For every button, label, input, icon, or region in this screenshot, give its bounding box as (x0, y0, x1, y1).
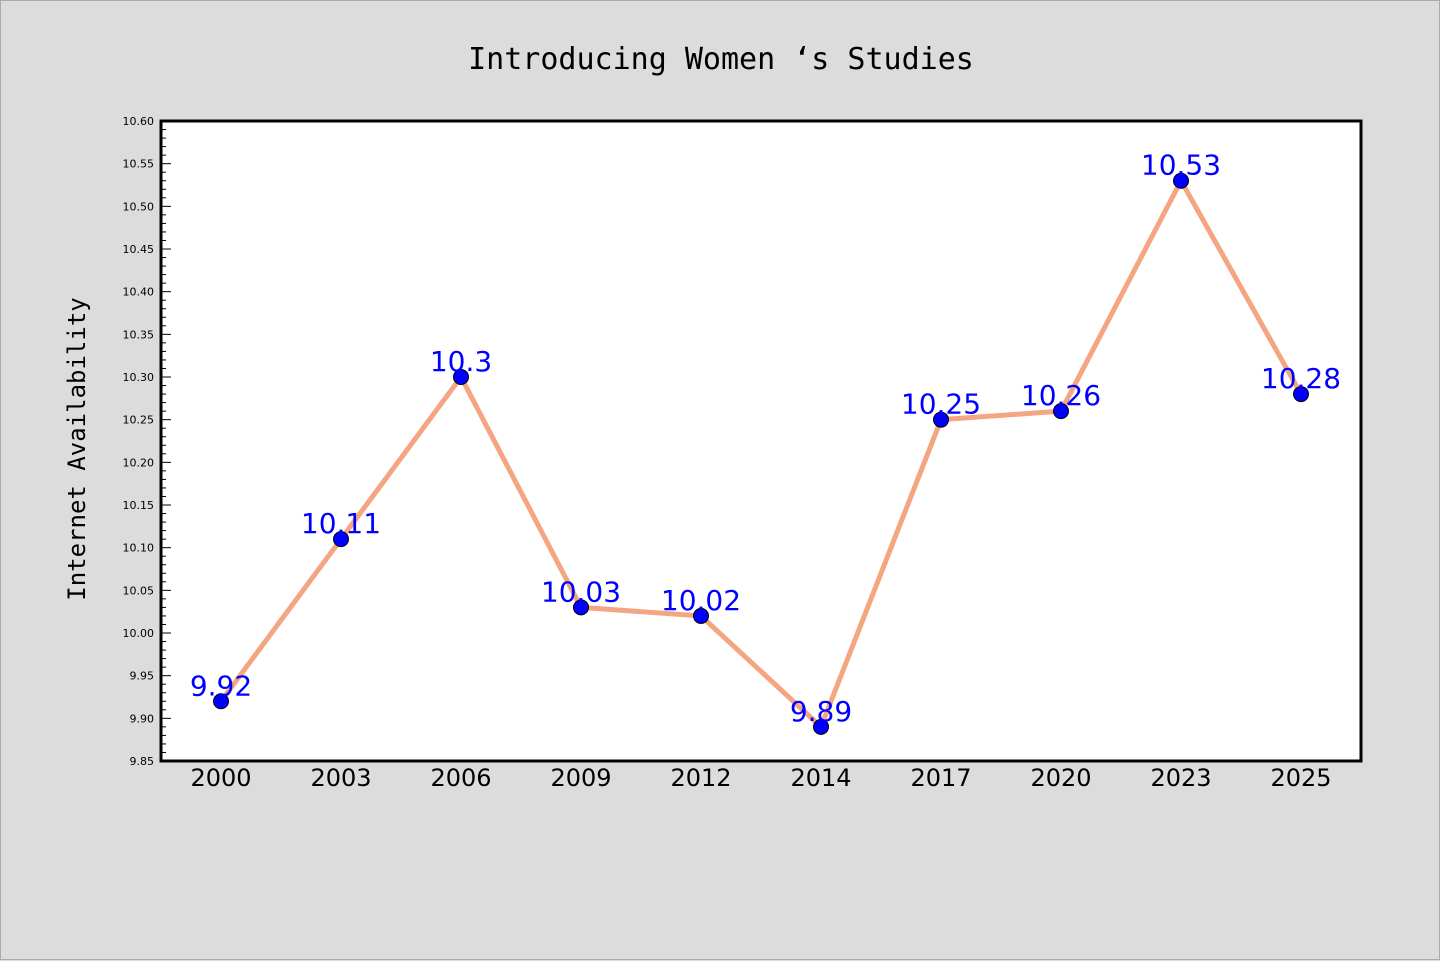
x-tick-label: 2009 (550, 764, 611, 792)
x-tick-label: 2012 (670, 764, 731, 792)
x-tick-label: 2017 (910, 764, 971, 792)
y-tick-label: 10.10 (123, 542, 155, 555)
data-label: 10.02 (661, 584, 741, 617)
x-tick-label: 2023 (1150, 764, 1211, 792)
data-point (693, 607, 709, 624)
y-tick-label: 10.15 (123, 499, 155, 512)
y-axis-label: Internet Availability (63, 297, 91, 600)
data-point (213, 693, 229, 710)
data-point (453, 369, 469, 385)
y-tick-label: 10.45 (123, 243, 155, 256)
y-tick-label: 10.30 (123, 371, 155, 384)
series-line (218, 178, 1304, 730)
data-label: 10.28 (1261, 362, 1341, 395)
chart-title: Introducing Women ‘s Studies (468, 42, 974, 77)
y-tick-label: 10.00 (123, 627, 155, 640)
y-tick-label: 10.25 (123, 414, 155, 427)
y-tick-label: 10.60 (123, 115, 155, 128)
y-tick-label: 10.35 (123, 328, 155, 341)
data-label: 9.89 (790, 695, 852, 728)
y-tick-label: 10.05 (123, 584, 155, 597)
x-tick-label: 2025 (1270, 764, 1331, 792)
data-label: 10.26 (1021, 379, 1101, 412)
y-tick-label: 9.90 (130, 712, 155, 725)
series-layer (213, 172, 1309, 735)
y-tick-label: 10.20 (123, 456, 155, 469)
data-label: 10.11 (301, 507, 381, 540)
data-point (1293, 386, 1309, 403)
y-tick-label: 10.50 (123, 200, 155, 213)
plot-frame (159, 119, 1363, 763)
x-tick-label: 2014 (790, 764, 851, 792)
data-label: 10.53 (1141, 149, 1221, 182)
labels-layer: 9.92 10.11 10.3 10.03 10.02 9.89 10.25 10.26 10.… (190, 149, 1341, 728)
x-tick-label: 2020 (1030, 764, 1091, 792)
data-point (813, 718, 829, 735)
data-point (933, 411, 949, 428)
x-tick-label: 2000 (190, 764, 251, 792)
data-point (333, 531, 349, 548)
plot-area (161, 121, 1361, 761)
data-point (573, 599, 589, 616)
y-tick-label: 9.85 (130, 755, 155, 768)
data-label: 10.03 (541, 575, 621, 608)
data-label: 9.92 (190, 669, 252, 702)
data-point (1053, 403, 1069, 420)
data-label: 10.3 (430, 345, 492, 378)
x-tick-label: 2006 (430, 764, 491, 792)
y-tick-label: 10.40 (123, 286, 155, 299)
y-tick-label: 10.55 (123, 158, 155, 171)
y-tick-label: 9.95 (130, 670, 155, 683)
data-point (1173, 172, 1189, 189)
axis-ticks: 9.85 9.90 9.95 10.00 10.05 10.10 10.15 10.20 10.… (123, 115, 1332, 792)
data-label: 10.25 (901, 388, 981, 421)
x-tick-label: 2003 (310, 764, 371, 792)
